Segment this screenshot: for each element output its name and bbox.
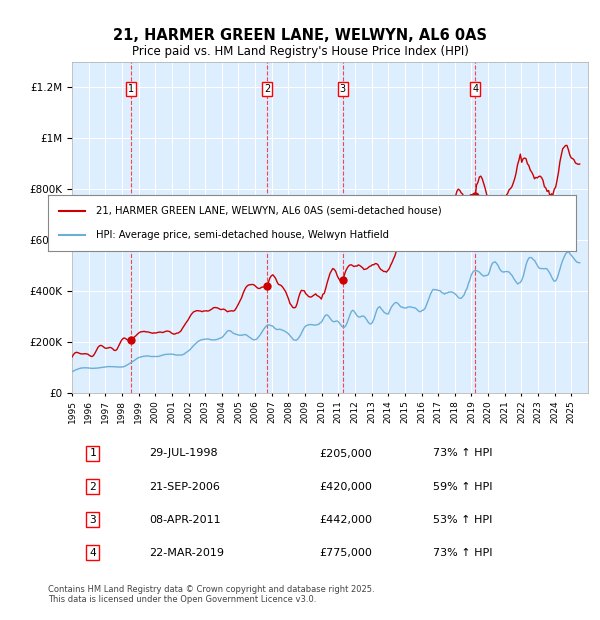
Text: £205,000: £205,000 (320, 448, 373, 459)
Text: £442,000: £442,000 (320, 515, 373, 525)
Text: Price paid vs. HM Land Registry's House Price Index (HPI): Price paid vs. HM Land Registry's House … (131, 45, 469, 58)
Text: 08-APR-2011: 08-APR-2011 (149, 515, 221, 525)
Text: 3: 3 (340, 84, 346, 94)
Text: HPI: Average price, semi-detached house, Welwyn Hatfield: HPI: Average price, semi-detached house,… (95, 231, 389, 241)
Text: 73% ↑ HPI: 73% ↑ HPI (433, 547, 493, 557)
Text: 3: 3 (89, 515, 96, 525)
Text: 29-JUL-1998: 29-JUL-1998 (149, 448, 218, 459)
Text: 73% ↑ HPI: 73% ↑ HPI (433, 448, 493, 459)
Text: 4: 4 (472, 84, 478, 94)
Text: £420,000: £420,000 (320, 482, 373, 492)
Text: Contains HM Land Registry data © Crown copyright and database right 2025.
This d: Contains HM Land Registry data © Crown c… (48, 585, 374, 604)
Text: 1: 1 (89, 448, 96, 459)
Text: £775,000: £775,000 (320, 547, 373, 557)
Text: 4: 4 (89, 547, 96, 557)
Text: 21, HARMER GREEN LANE, WELWYN, AL6 0AS: 21, HARMER GREEN LANE, WELWYN, AL6 0AS (113, 28, 487, 43)
Text: 21-SEP-2006: 21-SEP-2006 (149, 482, 220, 492)
Text: 1: 1 (128, 84, 134, 94)
Text: 22-MAR-2019: 22-MAR-2019 (149, 547, 224, 557)
Text: 21, HARMER GREEN LANE, WELWYN, AL6 0AS (semi-detached house): 21, HARMER GREEN LANE, WELWYN, AL6 0AS (… (95, 206, 441, 216)
Text: 53% ↑ HPI: 53% ↑ HPI (433, 515, 493, 525)
Text: 2: 2 (89, 482, 96, 492)
Text: 2: 2 (264, 84, 270, 94)
Text: 59% ↑ HPI: 59% ↑ HPI (433, 482, 493, 492)
